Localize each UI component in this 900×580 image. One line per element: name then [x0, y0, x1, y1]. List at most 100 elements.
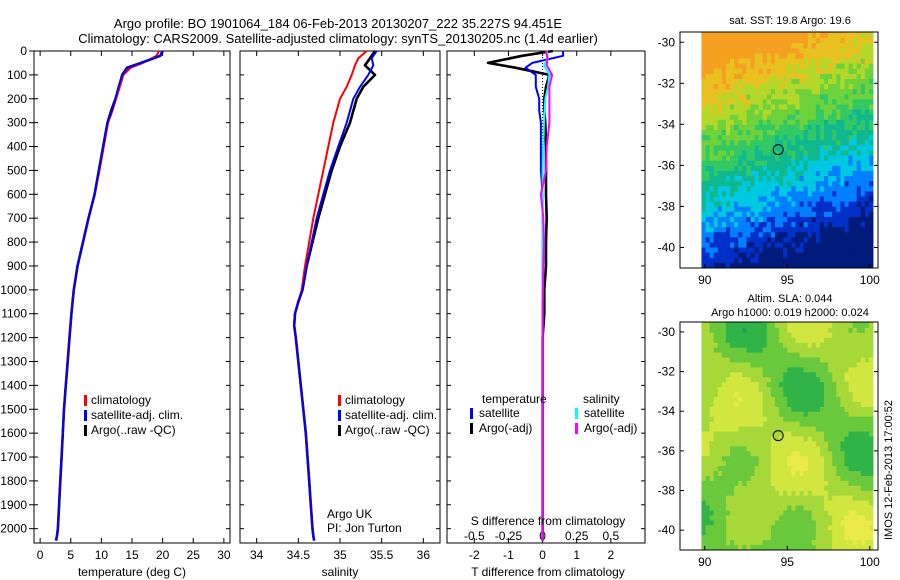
heatmap-cell — [725, 372, 731, 378]
heatmap-cell — [787, 84, 792, 90]
heatmap-cell — [701, 227, 706, 233]
heatmap-cell — [721, 247, 727, 254]
heatmap-cell — [795, 332, 800, 339]
heatmap-cell — [746, 500, 751, 506]
heatmap-cell — [701, 352, 706, 358]
heatmap-cell — [791, 347, 796, 353]
heatmap-cell — [848, 78, 854, 85]
heatmap-cell — [828, 495, 833, 502]
heatmap-cell — [770, 201, 776, 208]
heatmap-cell — [713, 382, 719, 388]
heatmap-cell — [815, 495, 821, 502]
heatmap-cell — [774, 436, 780, 442]
heatmap-cell — [864, 84, 870, 90]
heatmap-cell — [840, 124, 845, 131]
heatmap-cell — [815, 461, 821, 467]
heatmap-cell — [766, 382, 772, 388]
heatmap-cell — [844, 186, 849, 192]
heatmap-cell — [787, 73, 792, 80]
heatmap-cell — [774, 332, 780, 339]
heatmap-cell — [762, 461, 768, 467]
heatmap-cell — [721, 436, 727, 442]
heatmap-cell — [824, 135, 829, 141]
heatmap-cell — [844, 114, 849, 121]
heatmap-cell — [864, 216, 870, 223]
heatmap-cell — [746, 227, 751, 233]
heatmap-cell — [787, 362, 792, 368]
heatmap-cell — [807, 124, 813, 131]
heatmap-cell — [746, 446, 751, 452]
heatmap-cell — [791, 540, 796, 546]
heatmap-cell — [758, 392, 764, 398]
heatmap-cell — [721, 165, 727, 172]
heatmap-cell — [783, 500, 788, 506]
heatmap-cell — [705, 500, 711, 506]
heatmap-cell — [701, 332, 706, 339]
heatmap-cell — [824, 451, 829, 457]
heatmap-cell — [856, 130, 862, 136]
heatmap-cell — [701, 165, 706, 172]
heatmap-cell — [705, 109, 711, 116]
heatmap-cell — [774, 411, 780, 418]
heatmap-cell — [811, 33, 817, 39]
heatmap-cell — [746, 525, 751, 531]
heatmap-cell — [766, 431, 772, 437]
heatmap-cell — [770, 176, 776, 182]
heatmap-cell — [791, 490, 796, 497]
heatmap-cell — [811, 466, 817, 472]
heatmap-cell — [770, 530, 776, 536]
heatmap-cell — [836, 170, 841, 177]
heatmap-cell — [795, 104, 800, 111]
heatmap-cell — [746, 397, 751, 403]
heatmap-cell — [746, 342, 751, 349]
heatmap-cell — [791, 119, 796, 126]
heatmap-cell — [766, 89, 772, 95]
heatmap-cell — [787, 387, 792, 393]
heatmap-cell — [762, 252, 768, 259]
heatmap-cell — [807, 362, 813, 368]
heatmap-cell — [734, 216, 739, 223]
heatmap-cell — [844, 406, 849, 413]
heatmap-cell — [738, 191, 743, 197]
heatmap-cell — [774, 337, 780, 344]
heatmap-cell — [750, 247, 755, 254]
heatmap-cell — [828, 466, 833, 472]
heatmap-cell — [783, 145, 788, 151]
heatmap-cell — [754, 211, 760, 218]
heatmap-cell — [705, 232, 711, 238]
heatmap-cell — [848, 332, 854, 339]
heatmap-cell — [750, 397, 755, 403]
heatmap-cell — [799, 119, 804, 126]
heatmap-cell — [734, 456, 739, 462]
heatmap-cell — [811, 446, 817, 452]
heatmap-cell — [799, 84, 804, 90]
heatmap-cell — [758, 451, 764, 457]
heatmap-cell — [852, 332, 858, 339]
heatmap-cell — [848, 520, 854, 526]
heatmap-cell — [840, 525, 845, 531]
heatmap-cell — [803, 545, 809, 551]
heatmap-cell — [738, 135, 743, 141]
heatmap-cell — [705, 63, 711, 70]
heatmap-cell — [836, 68, 841, 75]
heatmap-cell — [819, 216, 825, 223]
heatmap-cell — [811, 337, 817, 344]
heatmap-cell — [713, 347, 719, 353]
heatmap-cell — [762, 73, 768, 80]
heatmap-cell — [815, 165, 821, 172]
heatmap-cell — [709, 155, 715, 162]
heatmap-cell — [746, 216, 751, 223]
heatmap-cell — [860, 150, 866, 157]
heatmap-cell — [738, 347, 743, 353]
heatmap-cell — [738, 247, 743, 254]
heatmap-cell — [848, 426, 854, 432]
heatmap-cell — [828, 78, 833, 85]
heatmap-cell — [819, 357, 825, 363]
heatmap-cell — [832, 456, 837, 462]
heatmap-cell — [701, 150, 706, 157]
heatmap-cell — [836, 150, 841, 157]
heatmap-cell — [787, 436, 792, 442]
heatmap-cell — [725, 387, 731, 393]
heatmap-cell — [836, 53, 841, 59]
heatmap-cell — [852, 500, 858, 506]
